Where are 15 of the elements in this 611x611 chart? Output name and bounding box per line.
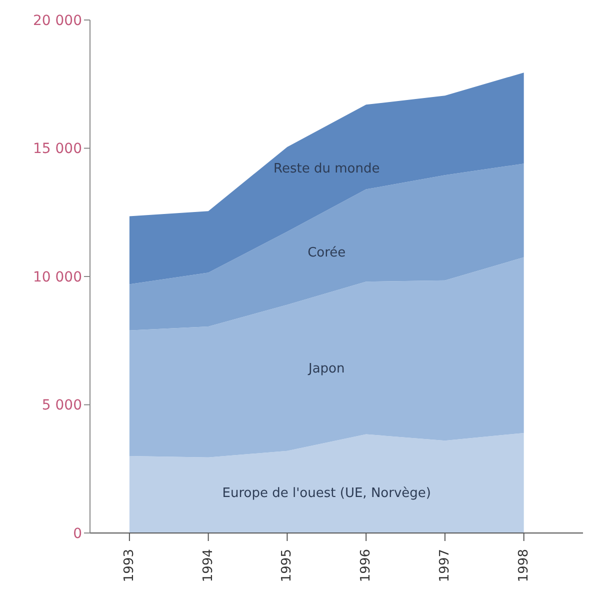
y-tick-label: 5 000 — [42, 398, 82, 414]
y-tick-label: 20 000 — [33, 12, 82, 29]
x-tick-label: 1996 — [358, 549, 374, 582]
x-tick-label: 1995 — [280, 549, 295, 582]
x-tick-label: 1997 — [437, 549, 452, 582]
y-tick-label: 15 000 — [33, 141, 82, 158]
y-tick-label: 10 000 — [33, 269, 82, 286]
x-tick-label: 1993 — [122, 549, 137, 582]
x-tick-label: 1994 — [200, 549, 216, 582]
series-label: Corée — [308, 245, 346, 260]
series-label: Europe de l'ouest (UE, Norvège) — [222, 486, 431, 501]
series-label: Japon — [308, 361, 345, 376]
x-tick-label: 1998 — [516, 549, 532, 582]
series-label: Reste du monde — [274, 162, 380, 177]
y-tick-label: 0 — [73, 526, 82, 542]
